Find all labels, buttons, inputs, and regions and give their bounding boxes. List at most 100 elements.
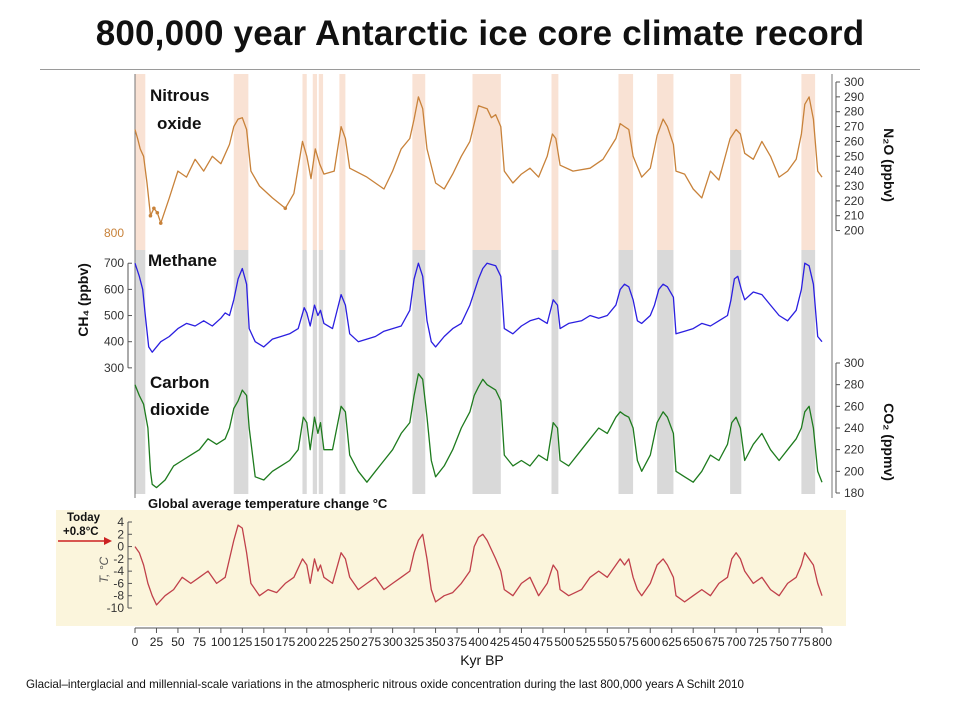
figure-caption: Glacial–interglacial and millennial-scal…: [26, 678, 744, 691]
n2o-left-tick-label: 800: [104, 226, 124, 240]
interglacial-band-upper: [657, 74, 674, 250]
interglacial-band-lower: [472, 250, 501, 494]
x-tick-label: 275: [361, 635, 381, 649]
title-divider: [40, 69, 920, 70]
x-tick-label: 475: [533, 635, 553, 649]
ch4-panel-label: Methane: [148, 251, 217, 270]
n2o-y-tick-label: 230: [844, 179, 864, 193]
x-axis-label: Kyr BP: [460, 652, 504, 668]
x-tick-label: 600: [640, 635, 660, 649]
ch4-series-line: [134, 262, 823, 353]
n2o-y-tick-label: 210: [844, 209, 864, 223]
interglacial-bands: [135, 74, 816, 494]
x-tick-label: 50: [171, 635, 185, 649]
co2-y-tick-label: 240: [844, 421, 864, 435]
co2-y-tick-label: 180: [844, 486, 864, 500]
ch4-y-tick-label: 600: [104, 282, 124, 296]
temperature-series-line: [134, 524, 823, 606]
today-arrow-head: [104, 537, 112, 545]
interglacial-band-lower: [339, 250, 346, 494]
n2o-panel-label-line1: Nitrous: [150, 86, 210, 105]
interglacial-band-lower: [318, 250, 324, 494]
n2o-point: [152, 206, 156, 211]
interglacial-band-upper: [312, 74, 318, 250]
temperature-y-tick-label: -10: [107, 601, 125, 615]
n2o-y-tick-label: 300: [844, 75, 864, 89]
interglacial-band-upper: [135, 74, 146, 250]
n2o-point: [148, 213, 153, 218]
today-value-label: +0.8°C: [63, 526, 99, 538]
x-tick-label: 675: [705, 635, 725, 649]
n2o-y-tick-label: 220: [844, 194, 864, 208]
x-tick-label: 550: [597, 635, 617, 649]
x-tick-label: 750: [769, 635, 789, 649]
interglacial-band-lower: [618, 250, 634, 494]
temperature-panel-label: Global average temperature change °C: [148, 496, 388, 511]
x-tick-label: 225: [318, 635, 338, 649]
slide-title: 800,000 year Antarctic ice core climate …: [95, 14, 865, 53]
ch4-y-tick-label: 300: [104, 361, 124, 375]
n2o-axis-label: N₂O (ppbv): [881, 128, 897, 202]
n2o-y-tick-label: 250: [844, 149, 864, 163]
interglacial-band-lower: [233, 250, 249, 494]
co2-y-tick-label: 260: [844, 399, 864, 413]
interglacial-band-upper: [302, 74, 307, 250]
x-tick-label: 525: [576, 635, 596, 649]
interglacial-band-lower: [730, 250, 742, 494]
co2-panel-label-line2: dioxide: [150, 400, 210, 419]
n2o-y-tick-label: 280: [844, 105, 864, 119]
ch4-y-tick-label: 700: [104, 256, 124, 270]
x-tick-label: 500: [554, 635, 574, 649]
x-tick-label: 100: [211, 635, 231, 649]
temperature-y-tick-label: 4: [117, 515, 124, 529]
temperature-y-tick-label: 0: [117, 540, 124, 554]
co2-y-tick-label: 280: [844, 378, 864, 392]
n2o-y-tick-label: 290: [844, 90, 864, 104]
temperature-axis-label: T, °C: [97, 556, 111, 583]
n2o-point: [283, 206, 288, 211]
interglacial-band-lower: [551, 250, 559, 494]
x-tick-label: 75: [193, 635, 207, 649]
x-tick-label: 575: [619, 635, 639, 649]
x-tick-label: 375: [447, 635, 467, 649]
interglacial-band-lower: [302, 250, 307, 494]
x-tick-label: 350: [426, 635, 446, 649]
x-tick-label: 800: [812, 635, 832, 649]
ch4-y-tick-label: 400: [104, 335, 124, 349]
temperature-y-tick-label: -8: [113, 589, 124, 603]
interglacial-band-upper: [233, 74, 249, 250]
x-tick-label: 425: [490, 635, 510, 649]
interglacial-band-upper: [339, 74, 346, 250]
x-tick-label: 725: [748, 635, 768, 649]
x-tick-label: 700: [726, 635, 746, 649]
interglacial-band-upper: [551, 74, 559, 250]
x-tick-label: 300: [383, 635, 403, 649]
n2o-series-line: [134, 96, 823, 224]
x-tick-label: 400: [468, 635, 488, 649]
interglacial-band-upper: [801, 74, 816, 250]
co2-series-line: [134, 373, 823, 489]
n2o-y-tick-label: 270: [844, 120, 864, 134]
x-tick-label: 250: [340, 635, 360, 649]
temperature-y-tick-label: 2: [117, 527, 124, 541]
x-tick-label: 0: [132, 635, 139, 649]
interglacial-band-upper: [318, 74, 324, 250]
interglacial-band-upper: [472, 74, 501, 250]
interglacial-band-lower: [312, 250, 318, 494]
co2-y-tick-label: 200: [844, 464, 864, 478]
interglacial-band-lower: [412, 250, 426, 494]
x-tick-label: 325: [404, 635, 424, 649]
n2o-y-tick-label: 240: [844, 164, 864, 178]
x-tick-label: 625: [662, 635, 682, 649]
x-tick-label: 775: [791, 635, 811, 649]
x-tick-label: 650: [683, 635, 703, 649]
x-tick-label: 150: [254, 635, 274, 649]
x-tick-label: 125: [232, 635, 252, 649]
x-tick-label: 200: [297, 635, 317, 649]
temperature-panel-background: [56, 510, 846, 626]
co2-y-tick-label: 220: [844, 443, 864, 457]
interglacial-band-lower: [657, 250, 674, 494]
n2o-panel-label-line2: oxide: [157, 114, 201, 133]
series-layer: [134, 96, 823, 606]
